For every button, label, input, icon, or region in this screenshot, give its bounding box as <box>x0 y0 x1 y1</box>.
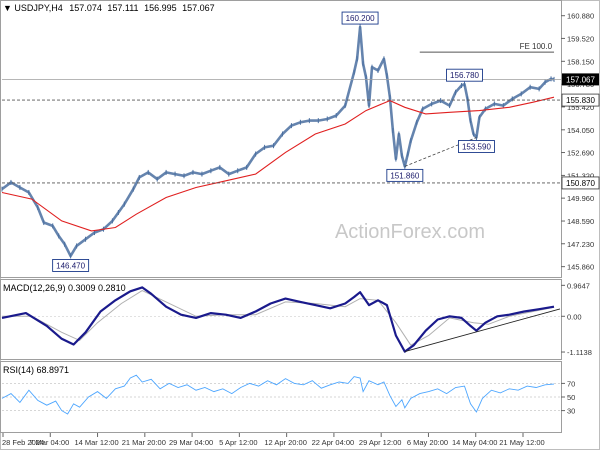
y-tick-label: 158.150 <box>567 57 594 66</box>
macd-pane <box>0 279 562 360</box>
fe-label: FE 100.0 <box>520 42 553 51</box>
y-tick-label: 148.590 <box>567 217 594 226</box>
macd-line <box>1 286 555 353</box>
macd-label: MACD(12,26,9) 0.3009 0.2810 <box>3 283 126 293</box>
x-tick-label: 6 May 20:00 <box>407 438 448 447</box>
price-annotation-box <box>52 259 90 272</box>
rsi-tick-label: 70 <box>567 379 575 388</box>
price-trendline <box>404 137 477 167</box>
ohlc-open: 157.074 <box>69 3 102 13</box>
y-tick-label: 145.860 <box>567 263 594 272</box>
price-annotation-box <box>386 168 424 182</box>
current-price-tag <box>562 73 599 86</box>
y-tick-label: 160.880 <box>567 12 594 21</box>
x-tick-label: 5 Apr 12:00 <box>219 438 257 447</box>
x-tick-label: 29 Mar 04:00 <box>169 438 213 447</box>
x-tick-label: 22 Apr 04:00 <box>312 438 355 447</box>
x-tick-label: 21 May 12:00 <box>499 438 544 447</box>
y-tick-label: 155.420 <box>567 103 594 112</box>
x-tick-label: 7 Mar 04:00 <box>29 438 69 447</box>
y-tick-label: 152.690 <box>567 149 594 158</box>
watermark-text: ActionForex.com <box>335 221 485 243</box>
rsi-label: RSI(14) 68.8971 <box>3 365 69 375</box>
macd-tick-label: 0.9647 <box>567 281 590 290</box>
rsi-tick-label: 30 <box>567 407 575 416</box>
y-tick-label: 159.520 <box>567 34 594 43</box>
x-tick-label: 21 Mar 20:00 <box>122 438 166 447</box>
price-annotation-label: 153.590 <box>462 142 491 151</box>
price-annotation-label: 146.470 <box>56 261 85 270</box>
level-label: 150.870 <box>566 179 595 188</box>
y-tick-label: 149.960 <box>567 194 594 203</box>
level-label: 155.830 <box>566 96 595 105</box>
x-tick-label: 12 Apr 20:00 <box>264 438 307 447</box>
ohlc-high: 157.111 <box>107 3 138 13</box>
macd-tick-label: -1.1138 <box>567 348 592 357</box>
x-tick-label: 28 Feb 2024 <box>2 438 44 447</box>
rsi-tick-label: 50 <box>567 393 575 402</box>
macd-tick-label: 0.00 <box>567 312 582 321</box>
y-tick-label: 151.320 <box>567 171 594 180</box>
current-price-label: 157.067 <box>566 75 595 84</box>
x-tick-label: 14 May 04:00 <box>452 438 497 447</box>
y-tick-label: 147.230 <box>567 240 594 249</box>
level-tag <box>561 93 600 107</box>
price-annotation-box <box>457 140 495 153</box>
macd-signal-line <box>2 290 555 346</box>
price-annotation-label: 156.780 <box>450 71 479 80</box>
dropdown-icon[interactable]: ▼ <box>3 3 14 13</box>
macd-trendline <box>404 308 561 353</box>
price-annotation-label: 151.860 <box>390 171 419 180</box>
ohlc-low: 156.995 <box>144 3 177 13</box>
sma-line <box>1 96 555 232</box>
rsi-line <box>1 374 555 415</box>
symbol-label: USDJPY,H4 <box>14 3 62 13</box>
main-header: ▼ USDJPY,H4 157.074 157.111 156.995 157.… <box>3 3 215 13</box>
y-tick-label: 154.050 <box>567 126 594 135</box>
price-annotation-box <box>446 68 483 82</box>
price-annotation-label: 160.200 <box>346 14 375 23</box>
main-pane <box>0 0 562 278</box>
price-annotation-box <box>341 11 379 25</box>
x-tick-label: 29 Apr 12:00 <box>359 438 402 447</box>
level-tag <box>561 176 600 190</box>
x-tick-label: 14 Mar 12:00 <box>74 438 118 447</box>
ohlc-close: 157.067 <box>182 3 215 13</box>
